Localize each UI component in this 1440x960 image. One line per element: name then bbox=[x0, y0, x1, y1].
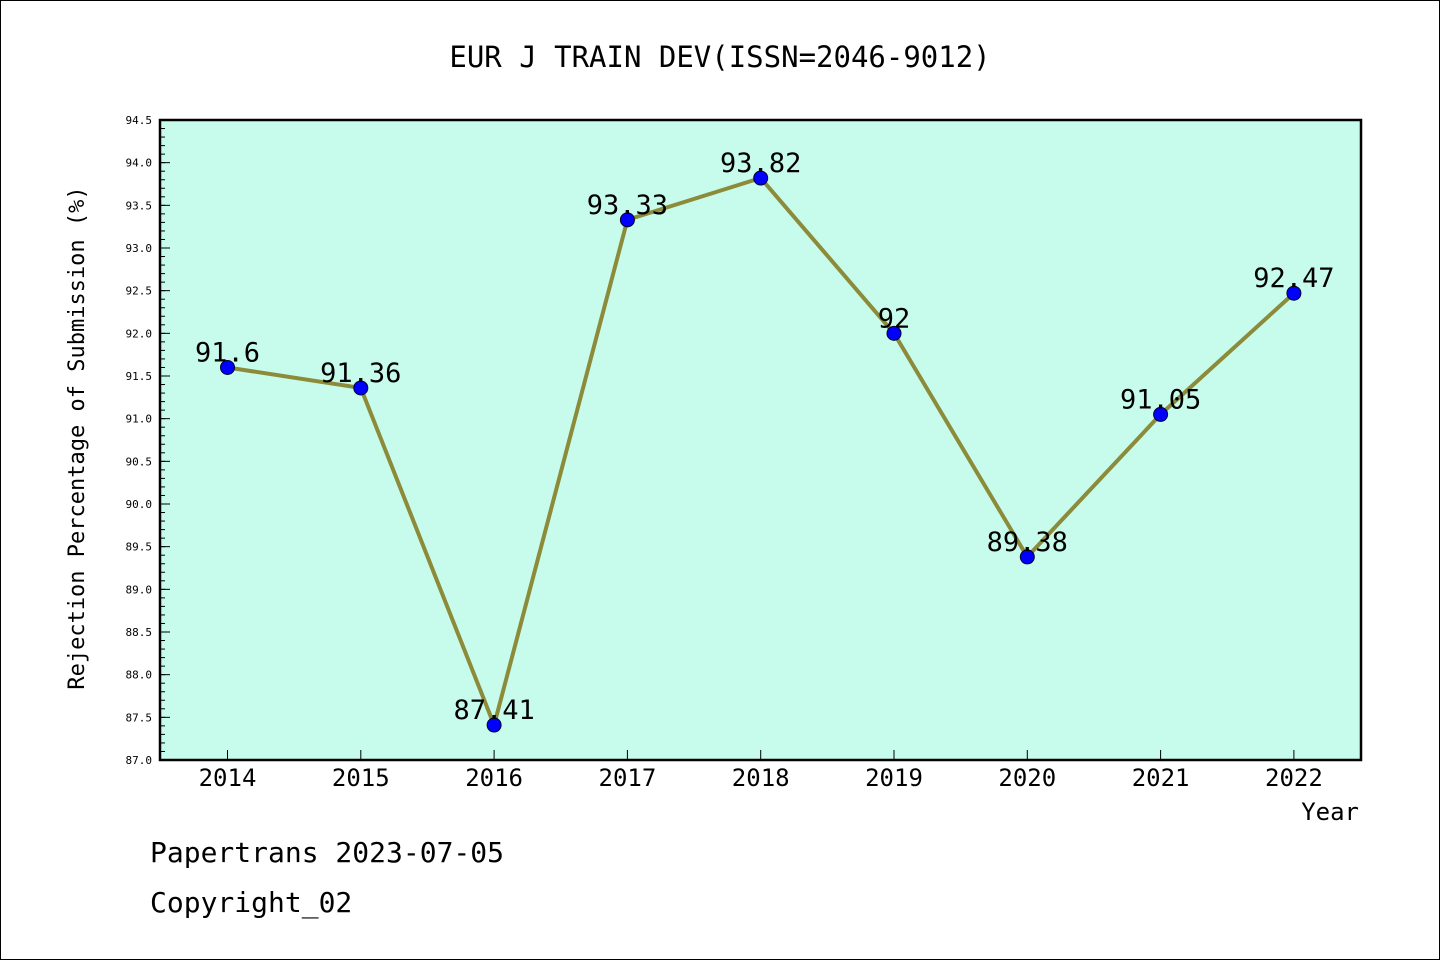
y-tick-label: 87.5 bbox=[126, 711, 153, 724]
data-label: 91.6 bbox=[195, 337, 260, 368]
data-label: 89.38 bbox=[987, 527, 1068, 558]
x-tick-label: 2021 bbox=[1132, 764, 1190, 792]
data-labels: 91.6 91.36 87.41 93.33 93.82 92 89.38 91.05 92.4… bbox=[195, 148, 1335, 726]
data-point bbox=[1153, 406, 1169, 422]
chart-title: EUR J TRAIN DEV(ISSN=2046-9012) bbox=[449, 40, 990, 74]
y-tick-label: 88.5 bbox=[126, 626, 153, 639]
y-tick-label: 90.0 bbox=[126, 498, 153, 511]
data-label: 91.05 bbox=[1120, 384, 1201, 415]
y-tick-label: 94.0 bbox=[126, 157, 153, 170]
data-label: 92.47 bbox=[1253, 263, 1334, 294]
data-points bbox=[220, 170, 1302, 733]
y-tick-label: 92.0 bbox=[126, 327, 153, 340]
y-tick-label: 89.5 bbox=[126, 541, 153, 554]
x-axis-label: Year bbox=[1301, 798, 1359, 826]
y-tick-label: 88.0 bbox=[126, 669, 153, 682]
data-point bbox=[1019, 549, 1035, 565]
data-label: 92 bbox=[878, 303, 911, 334]
x-tick-label: 2015 bbox=[332, 764, 390, 792]
y-tick-label: 90.5 bbox=[126, 455, 153, 468]
data-point bbox=[886, 325, 902, 341]
x-tick-label: 2016 bbox=[465, 764, 523, 792]
y-axis-label: Rejection Percentage of Submission (%) bbox=[65, 186, 90, 689]
plot-area bbox=[158, 118, 1363, 762]
copyright-text: Copyright_02 bbox=[150, 886, 353, 919]
data-point bbox=[753, 170, 769, 186]
y-tick-label: 94.5 bbox=[126, 114, 153, 127]
x-axis: 2014 2015 2016 2017 2018 2019 2020 2021 2022 bbox=[199, 750, 1323, 792]
y-tick-label: 93.0 bbox=[126, 242, 153, 255]
y-tick-label: 91.0 bbox=[126, 413, 153, 426]
data-point bbox=[486, 717, 502, 733]
x-tick-label: 2020 bbox=[998, 764, 1056, 792]
data-point bbox=[1286, 285, 1302, 301]
data-point bbox=[353, 380, 369, 396]
x-tick-label: 2022 bbox=[1265, 764, 1323, 792]
y-tick-label: 92.5 bbox=[126, 285, 153, 298]
y-tick-label: 91.5 bbox=[126, 370, 153, 383]
x-tick-label: 2014 bbox=[199, 764, 257, 792]
y-tick-label: 89.0 bbox=[126, 583, 153, 596]
y-tick-label: 87.0 bbox=[126, 754, 153, 767]
data-point bbox=[220, 359, 235, 375]
data-label: 93.33 bbox=[587, 190, 668, 221]
x-tick-label: 2017 bbox=[599, 764, 657, 792]
x-tick-label: 2018 bbox=[732, 764, 790, 792]
data-label: 91.36 bbox=[320, 358, 401, 389]
y-axis: 87.0 87.5 88.0 88.5 89.0 89.5 90.0 90.5 91.0 91.5… bbox=[126, 114, 170, 767]
data-label: 93.82 bbox=[720, 148, 801, 179]
y-tick-label: 93.5 bbox=[126, 199, 153, 212]
x-tick-label: 2019 bbox=[865, 764, 923, 792]
source-date-text: Papertrans 2023-07-05 bbox=[150, 836, 505, 869]
data-label: 87.41 bbox=[453, 695, 534, 726]
data-point bbox=[619, 212, 635, 228]
